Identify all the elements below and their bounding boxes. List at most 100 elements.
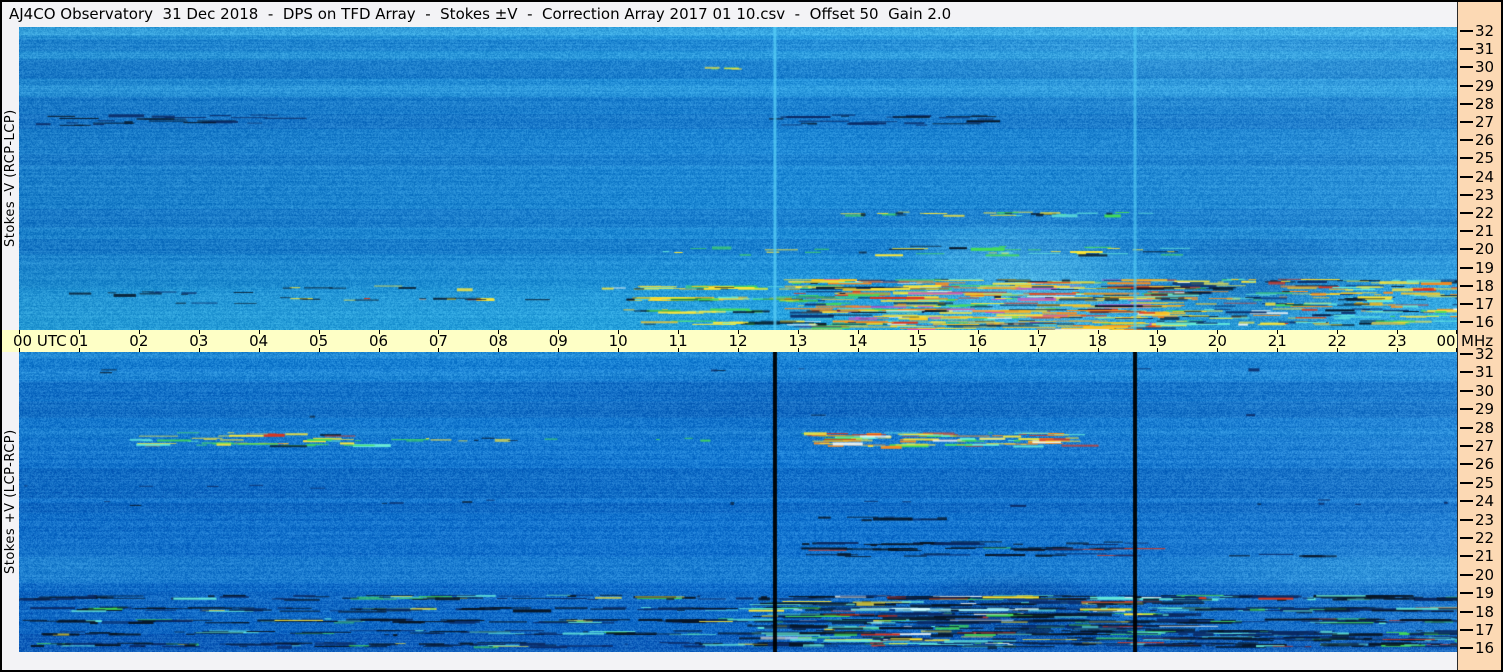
time-tick	[498, 348, 500, 352]
time-tick	[378, 348, 380, 352]
freq-tick-label: 29	[1475, 400, 1495, 419]
freq-tick	[1460, 48, 1473, 51]
time-tick	[1397, 348, 1399, 352]
freq-tick-label: 26	[1475, 131, 1495, 150]
freq-tick	[1460, 445, 1473, 447]
freq-tick-label: 17	[1475, 295, 1495, 313]
freq-tick-label: 20	[1475, 565, 1495, 584]
time-tick-label: 16	[968, 332, 988, 350]
time-tick	[78, 348, 80, 352]
time-tick	[1037, 348, 1039, 352]
time-axis: 00 UTC 01 02 03 04 05 06 07 08 09 10 11 12 13 14 15 16 17…	[2, 330, 1457, 352]
freq-tick-label: 20	[1475, 240, 1495, 259]
freq-tick	[1460, 84, 1473, 87]
time-tick	[1277, 348, 1279, 352]
time-tick	[917, 348, 919, 352]
time-tick	[797, 330, 799, 334]
freq-tick	[1460, 121, 1473, 123]
freq-tick	[1460, 647, 1473, 650]
freq-tick-label: 24	[1475, 492, 1495, 511]
freq-tick-label: 19	[1475, 584, 1495, 603]
time-tick	[1456, 348, 1457, 352]
time-tick	[378, 330, 380, 334]
time-tick-label: 10	[608, 332, 628, 350]
freq-tick-label: 18	[1475, 602, 1495, 621]
time-tick-label: 21	[1267, 332, 1287, 350]
freq-tick	[1460, 481, 1473, 484]
time-tick	[258, 330, 260, 334]
time-tick	[857, 348, 859, 352]
time-tick-label: 12	[728, 332, 748, 350]
freq-tick-label: 23	[1475, 510, 1495, 529]
time-tick	[977, 330, 979, 334]
freq-tick-label: 19	[1475, 258, 1495, 277]
time-tick	[558, 348, 560, 352]
freq-tick	[1460, 353, 1473, 355]
mhz-unit-label: MHz	[1461, 332, 1494, 350]
time-tick	[198, 348, 200, 352]
time-tick	[558, 330, 560, 334]
freq-tick	[1460, 426, 1473, 429]
time-tick-label: 14	[848, 332, 868, 350]
time-tick	[19, 330, 20, 334]
time-tick	[198, 330, 200, 334]
time-tick	[318, 348, 320, 352]
freq-tick-label: 22	[1475, 204, 1495, 222]
freq-tick-label: 21	[1475, 222, 1495, 241]
freq-tick	[1460, 592, 1473, 595]
time-tick-label: 01	[69, 332, 89, 350]
time-tick	[438, 330, 440, 334]
time-tick	[738, 330, 739, 334]
time-tick	[1037, 330, 1039, 334]
freq-tick	[1460, 463, 1473, 466]
time-tick-label: 13	[788, 332, 808, 350]
freq-tick	[1460, 284, 1473, 287]
freq-tick-label: 30	[1475, 58, 1495, 77]
time-tick-label: 04	[249, 332, 269, 350]
time-tick-label: 06	[368, 332, 389, 350]
page-title: AJ4CO Observatory 31 Dec 2018 - DPS on T…	[9, 5, 952, 23]
time-tick-label: 23	[1387, 332, 1407, 350]
freq-tick	[1460, 555, 1473, 558]
freq-tick-label: 16	[1475, 639, 1495, 658]
time-tick-label: 09	[548, 332, 568, 350]
freq-tick	[1460, 408, 1473, 411]
spectrogram-top-panel	[19, 27, 1457, 330]
time-tick-label: 02	[129, 332, 149, 350]
title-bar: AJ4CO Observatory 31 Dec 2018 - DPS on T…	[2, 2, 1457, 27]
freq-tick	[1460, 139, 1473, 142]
time-tick	[977, 348, 979, 352]
time-tick	[917, 330, 919, 334]
freq-tick	[1460, 389, 1473, 392]
freq-tick	[1460, 518, 1473, 521]
time-tick-label: 00 UTC	[13, 332, 67, 350]
time-tick	[138, 348, 140, 352]
time-tick	[1397, 330, 1399, 334]
time-tick	[678, 348, 680, 352]
time-tick	[618, 330, 620, 334]
left-axis-label-stokes-negative-v: Stokes -V (RCP-LCP)	[3, 109, 18, 248]
spectrogram-bottom-panel	[19, 352, 1457, 652]
freq-tick-label: 25	[1475, 149, 1495, 168]
time-tick	[78, 330, 80, 334]
freq-tick-label: 27	[1475, 113, 1495, 131]
freq-tick-label: 28	[1475, 94, 1495, 113]
time-tick	[1217, 348, 1219, 352]
time-tick-label: 07	[428, 332, 448, 350]
time-tick	[1157, 348, 1159, 352]
freq-tick	[1460, 157, 1473, 160]
time-tick	[1217, 330, 1219, 334]
freq-tick	[1460, 371, 1473, 374]
freq-tick-label: 17	[1475, 621, 1495, 639]
freq-tick-label: 31	[1475, 363, 1495, 382]
freq-tick-label: 18	[1475, 276, 1495, 295]
time-tick	[1097, 330, 1099, 334]
time-tick	[618, 348, 620, 352]
freq-tick	[1460, 537, 1473, 539]
freq-tick	[1460, 321, 1473, 324]
time-tick-label: 08	[488, 332, 508, 350]
time-tick	[19, 348, 20, 352]
time-tick-label: 18	[1087, 332, 1108, 350]
time-tick-label: 20	[1207, 332, 1227, 350]
